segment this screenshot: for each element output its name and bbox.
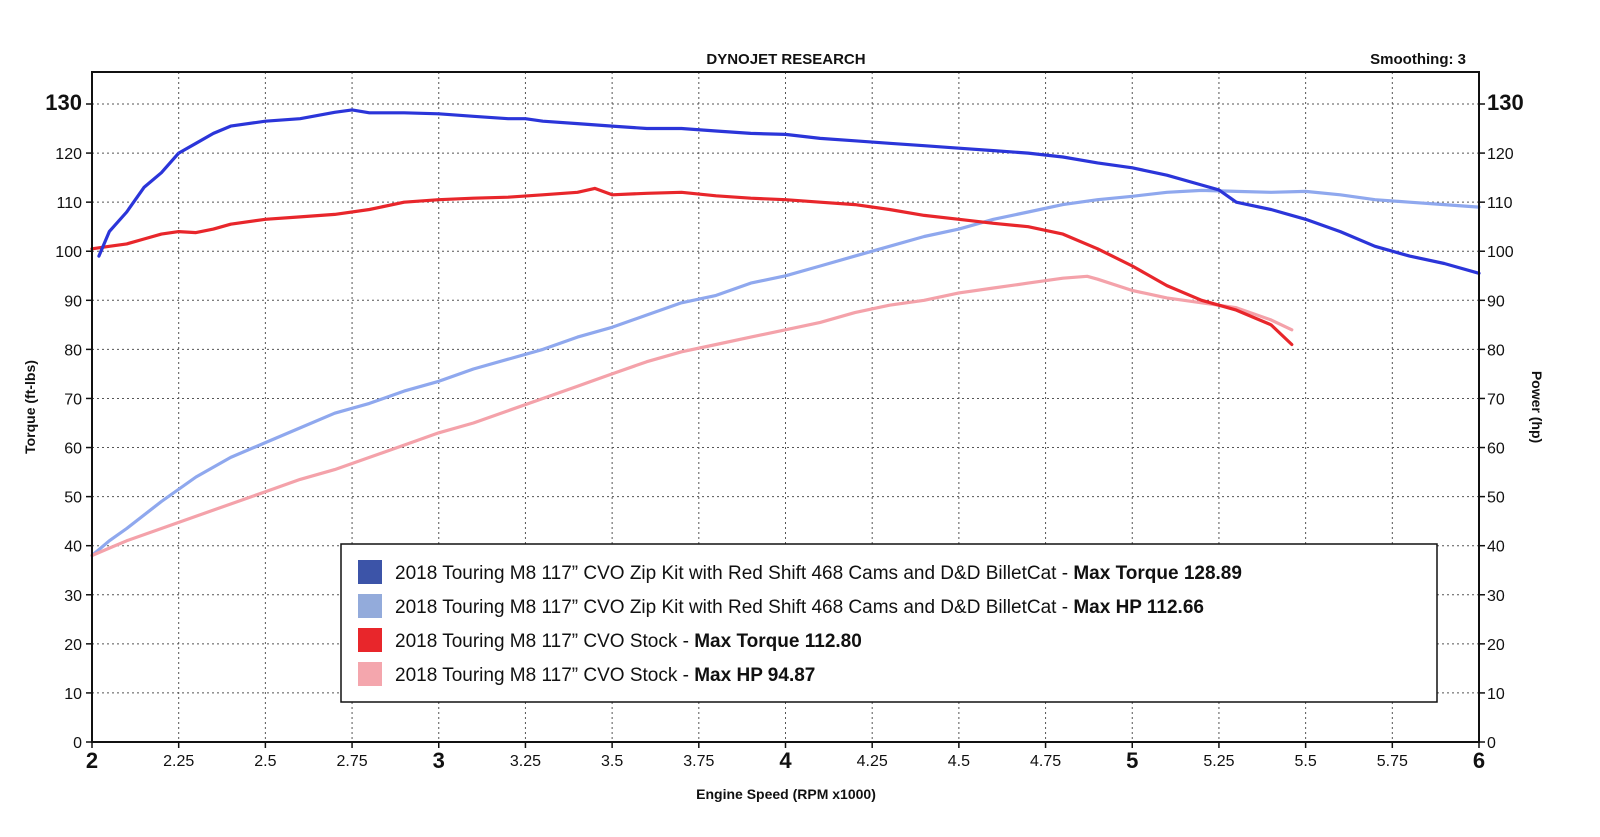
y-tick-label-right: 100: [1487, 244, 1514, 261]
legend-series-name: 2018 Touring M8 117” CVO Zip Kit with Re…: [395, 563, 1073, 584]
legend-swatch: [358, 662, 382, 686]
y-tick-label-right: 50: [1487, 490, 1505, 507]
smoothing-label: Smoothing: 3: [1370, 51, 1466, 68]
legend-entry-2: 2018 Touring M8 117” CVO Zip Kit with Re…: [395, 597, 1204, 618]
y-tick-label-right: 90: [1487, 293, 1505, 310]
y-tick-label-left: 10: [64, 686, 82, 703]
y-tick-label-right: 110: [1487, 195, 1513, 212]
series-line-3: [90, 186, 1294, 347]
chart-title: DYNOJET RESEARCH: [706, 51, 865, 68]
legend-swatch: [358, 594, 382, 618]
y-tick-label-right: 20: [1487, 637, 1505, 654]
x-tick-label: 2.25: [163, 753, 194, 770]
x-tick-label: 5.25: [1203, 753, 1234, 770]
legend: 2018 Touring M8 117” CVO Zip Kit with Re…: [340, 543, 1438, 703]
y-tick-label-right: 40: [1487, 539, 1505, 556]
y-tick-label-left: 80: [64, 342, 82, 359]
legend-entry-3: 2018 Touring M8 117” CVO Stock - Max Tor…: [395, 631, 862, 652]
x-tick-label: 4: [779, 748, 792, 773]
y-tick-label-left: 130: [45, 90, 82, 115]
x-tick-label: 5: [1126, 748, 1138, 773]
y-tick-label-right: 70: [1487, 391, 1505, 408]
y-tick-label-right: 0: [1487, 735, 1496, 752]
axis-ticks: 2 2.25 2.5 2.75 3 3.25 3.5 3.75 4 4.25 4.5 4.75 5 5.2…: [45, 90, 1523, 773]
legend-max-value: Max Torque 128.89: [1073, 563, 1242, 584]
y-tick-label-left: 60: [64, 441, 82, 458]
legend-entry-1: 2018 Touring M8 117” CVO Zip Kit with Re…: [395, 563, 1242, 584]
legend-series-name: 2018 Touring M8 117” CVO Stock -: [395, 665, 694, 686]
legend-max-value: Max HP 112.66: [1073, 597, 1204, 618]
y-tick-label-right: 30: [1487, 588, 1505, 605]
series-line-1: [97, 108, 1481, 275]
legend-entry-4: 2018 Touring M8 117” CVO Stock - Max HP …: [395, 665, 815, 686]
y-tick-label-right: 10: [1487, 686, 1505, 703]
y-tick-label-left: 30: [64, 588, 82, 605]
y-tick-label-left: 110: [56, 195, 82, 212]
legend-box: [340, 543, 1438, 703]
series-line-2: [90, 188, 1481, 558]
x-tick-label: 3.5: [601, 753, 623, 770]
y-tick-label-left: 20: [64, 637, 82, 654]
x-tick-label: 3.25: [510, 753, 541, 770]
y-tick-label-left: 70: [64, 391, 82, 408]
series-line-4: [90, 274, 1294, 558]
x-tick-label: 4.5: [948, 753, 970, 770]
y-tick-label-left: 50: [64, 490, 82, 507]
y-tick-label-left: 90: [64, 293, 82, 310]
y-tick-label-right: 130: [1487, 90, 1524, 115]
x-tick-label: 2.5: [254, 753, 276, 770]
legend-swatch: [358, 560, 382, 584]
x-tick-label: 5.5: [1295, 753, 1317, 770]
legend-series-name: 2018 Touring M8 117” CVO Stock -: [395, 631, 694, 652]
y-tick-label-right: 120: [1487, 146, 1514, 163]
x-axis-label: Engine Speed (RPM x1000): [696, 786, 876, 802]
y-tick-label-left: 100: [55, 244, 82, 261]
y-tick-label-left: 0: [73, 735, 82, 752]
y-tick-label-left: 120: [55, 146, 82, 163]
y-axis-label-left: Torque (ft-lbs): [22, 360, 38, 454]
y-axis-label-right: Power (hp): [1529, 371, 1545, 443]
x-tick-label: 3.75: [683, 753, 714, 770]
x-tick-label: 2: [86, 748, 98, 773]
y-tick-label-right: 60: [1487, 441, 1505, 458]
x-tick-label: 4.75: [1030, 753, 1061, 770]
x-tick-label: 3: [433, 748, 445, 773]
x-tick-label: 5.75: [1377, 753, 1408, 770]
y-tick-label-right: 80: [1487, 342, 1505, 359]
x-tick-label: 4.25: [857, 753, 888, 770]
legend-swatch: [358, 628, 382, 652]
x-tick-label: 6: [1473, 748, 1485, 773]
series-lines: [90, 108, 1481, 558]
legend-series-name: 2018 Touring M8 117” CVO Zip Kit with Re…: [395, 597, 1073, 618]
legend-max-value: Max HP 94.87: [694, 665, 815, 686]
y-tick-label-left: 40: [64, 539, 82, 556]
x-tick-label: 2.75: [336, 753, 367, 770]
legend-max-value: Max Torque 112.80: [694, 631, 862, 652]
